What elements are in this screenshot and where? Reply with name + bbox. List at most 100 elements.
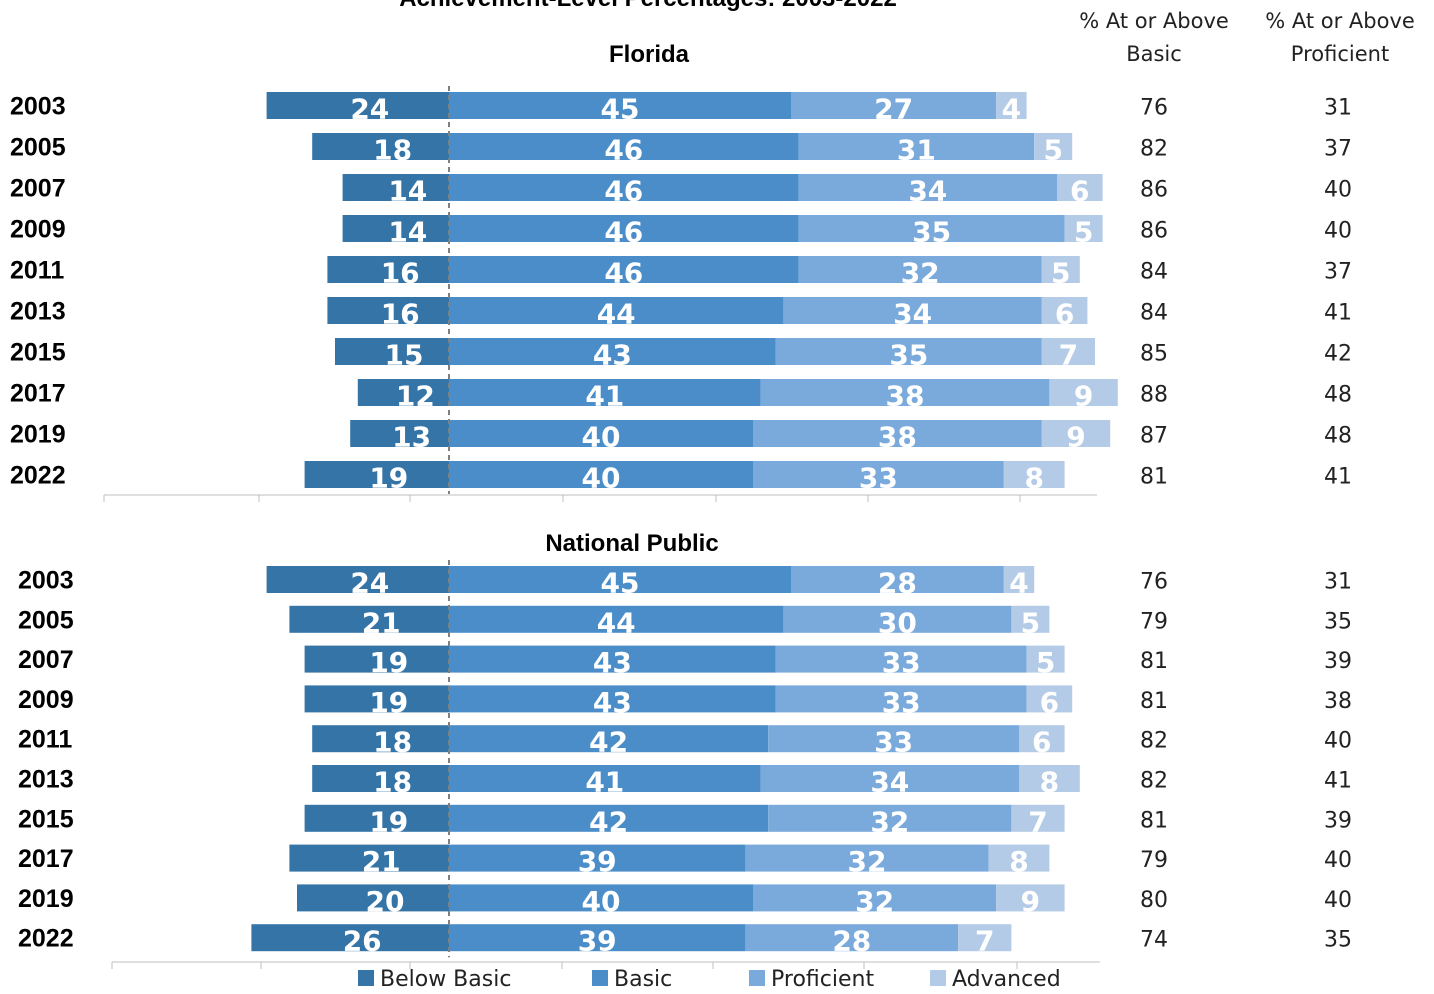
at-or-above-proficient-value: 48 bbox=[1324, 424, 1352, 449]
at-or-above-basic-value: 81 bbox=[1140, 649, 1168, 674]
at-or-above-basic-value: 84 bbox=[1140, 301, 1168, 326]
bar-label-proficient: 34 bbox=[908, 175, 947, 208]
bar-label-advanced: 9 bbox=[1074, 380, 1093, 413]
at-or-above-basic-value: 82 bbox=[1140, 769, 1168, 794]
legend-label-basic: Basic bbox=[614, 967, 672, 992]
bar-advanced bbox=[1026, 685, 1073, 713]
bar-advanced bbox=[1041, 297, 1088, 324]
bar-below-basic bbox=[304, 804, 449, 832]
legend-swatch-basic bbox=[592, 970, 608, 986]
bar-proficient bbox=[798, 174, 1057, 201]
at-or-above-proficient-value: 40 bbox=[1324, 219, 1352, 244]
bar-proficient bbox=[768, 725, 1019, 753]
bar-basic bbox=[449, 461, 753, 488]
col-head-basic-line1: % At or Above bbox=[1079, 9, 1229, 33]
bar-basic bbox=[449, 92, 791, 119]
at-or-above-basic-value: 81 bbox=[1140, 689, 1168, 714]
bar-label-basic: 40 bbox=[582, 462, 621, 495]
bar-advanced bbox=[958, 924, 1012, 952]
at-or-above-basic-value: 86 bbox=[1140, 219, 1168, 244]
bar-label-basic: 45 bbox=[601, 567, 640, 600]
bar-basic bbox=[449, 884, 753, 912]
col-head-proficient-line2: Proficient bbox=[1291, 42, 1389, 66]
at-or-above-proficient-value: 40 bbox=[1324, 888, 1352, 913]
bar-basic bbox=[449, 804, 769, 832]
bar-label-basic: 42 bbox=[589, 726, 628, 759]
bar-label-proficient: 35 bbox=[912, 216, 951, 249]
at-or-above-basic-value: 76 bbox=[1140, 570, 1168, 595]
legend: Below Basic Basic Proficient Advanced bbox=[358, 967, 1061, 992]
bar-label-below-basic: 15 bbox=[385, 339, 424, 372]
legend-swatch-below-basic bbox=[358, 970, 374, 986]
bar-basic bbox=[449, 133, 799, 160]
at-or-above-basic-value: 85 bbox=[1140, 342, 1168, 367]
at-or-above-proficient-value: 35 bbox=[1324, 928, 1352, 953]
at-or-above-proficient-value: 39 bbox=[1324, 649, 1352, 674]
bar-advanced bbox=[1019, 725, 1065, 753]
at-or-above-proficient-value: 35 bbox=[1324, 609, 1352, 634]
bar-label-advanced: 7 bbox=[1028, 805, 1047, 838]
bar-advanced bbox=[1064, 215, 1103, 242]
bar-label-below-basic: 24 bbox=[350, 567, 389, 600]
bar-label-advanced: 4 bbox=[1002, 93, 1021, 126]
bar-label-basic: 41 bbox=[585, 380, 624, 413]
bar-proficient bbox=[745, 844, 989, 872]
bar-advanced bbox=[1057, 174, 1103, 201]
bar-proficient bbox=[775, 645, 1027, 673]
at-or-above-basic-value: 80 bbox=[1140, 888, 1168, 913]
bar-label-below-basic: 18 bbox=[373, 766, 412, 799]
panel-title-florida: Florida bbox=[609, 41, 690, 68]
bar-label-basic: 44 bbox=[597, 298, 636, 331]
bar-basic bbox=[449, 645, 776, 673]
bar-proficient bbox=[783, 297, 1042, 324]
at-or-above-basic-value: 81 bbox=[1140, 465, 1168, 490]
bar-below-basic bbox=[304, 461, 449, 488]
bar-proficient bbox=[775, 685, 1027, 713]
bar-label-advanced: 5 bbox=[1051, 257, 1070, 290]
bar-advanced bbox=[1003, 566, 1035, 593]
year-label: 2015 bbox=[18, 805, 74, 833]
panel-title-national: National Public bbox=[545, 530, 718, 557]
year-label: 2019 bbox=[10, 421, 66, 449]
year-label: 2017 bbox=[18, 845, 74, 873]
bar-label-advanced: 6 bbox=[1040, 686, 1059, 719]
legend-swatch-proficient bbox=[749, 970, 765, 986]
bar-proficient bbox=[753, 884, 997, 912]
year-label: 2022 bbox=[10, 462, 66, 490]
bar-below-basic bbox=[297, 884, 449, 912]
col-head-basic-line2: Basic bbox=[1126, 42, 1182, 66]
at-or-above-proficient-value: 31 bbox=[1324, 96, 1352, 121]
bar-basic bbox=[449, 566, 791, 593]
bar-label-basic: 46 bbox=[604, 216, 643, 249]
bar-proficient bbox=[791, 566, 1004, 593]
bar-label-advanced: 6 bbox=[1055, 298, 1074, 331]
at-or-above-proficient-value: 40 bbox=[1324, 178, 1352, 203]
year-label: 2005 bbox=[10, 134, 66, 162]
bar-basic bbox=[449, 215, 799, 242]
bar-label-proficient: 32 bbox=[870, 805, 909, 838]
at-or-above-basic-value: 84 bbox=[1140, 260, 1168, 285]
bar-below-basic bbox=[266, 92, 449, 119]
bar-advanced bbox=[996, 92, 1027, 119]
bar-label-proficient: 28 bbox=[878, 567, 917, 600]
at-or-above-proficient-value: 38 bbox=[1324, 689, 1352, 714]
bar-advanced bbox=[1003, 461, 1065, 488]
bar-below-basic bbox=[342, 215, 449, 242]
bar-basic bbox=[449, 685, 776, 713]
bar-below-basic bbox=[312, 725, 449, 753]
bar-label-proficient: 28 bbox=[832, 925, 871, 958]
bar-label-proficient: 38 bbox=[886, 380, 925, 413]
at-or-above-proficient-value: 31 bbox=[1324, 570, 1352, 595]
at-or-above-basic-value: 79 bbox=[1140, 848, 1168, 873]
bar-label-below-basic: 13 bbox=[392, 421, 431, 454]
at-or-above-basic-value: 82 bbox=[1140, 137, 1168, 162]
year-label: 2005 bbox=[18, 606, 74, 634]
at-or-above-proficient-value: 39 bbox=[1324, 808, 1352, 833]
bar-basic bbox=[449, 338, 776, 365]
bar-label-proficient: 32 bbox=[901, 257, 940, 290]
bar-label-proficient: 38 bbox=[878, 421, 917, 454]
year-label: 2009 bbox=[18, 686, 74, 714]
bar-label-basic: 39 bbox=[578, 845, 617, 878]
bar-label-advanced: 6 bbox=[1032, 726, 1051, 759]
